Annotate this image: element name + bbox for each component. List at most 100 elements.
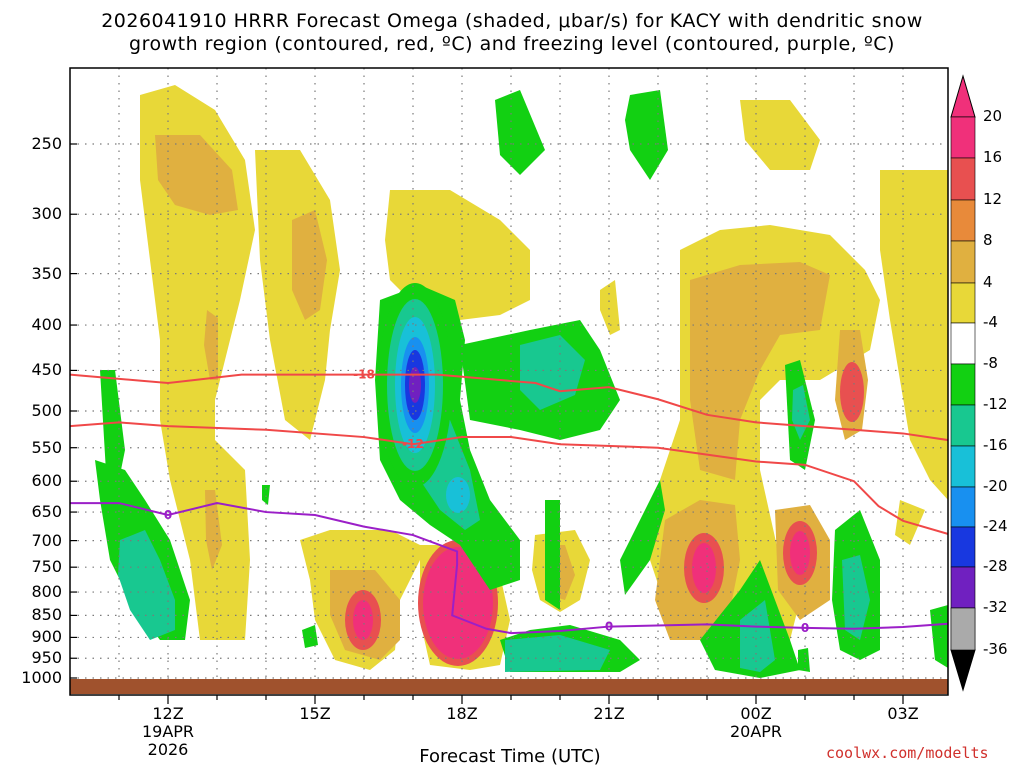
colorbar-band-8 (950, 240, 976, 284)
upward-region-e (880, 170, 948, 500)
axis-ticks (70, 143, 904, 704)
colorbar-top-arrow (950, 74, 976, 118)
downward-core-i1 (740, 600, 775, 672)
y-tick-label-750: 750 (31, 557, 62, 577)
downward-region-e (100, 370, 125, 540)
ground-surface (70, 679, 948, 694)
downward-core-f1 (505, 635, 610, 672)
upward-max-16z-band-1 (353, 600, 373, 640)
colorbar-bottom-arrow (950, 649, 976, 692)
dendritic_snow_growth-contour--12 (70, 421, 948, 535)
colorbar-band--16 (950, 445, 976, 488)
upward-core-a3 (205, 490, 222, 570)
colorbar-band--4 (950, 322, 976, 365)
y-tick-label-300: 300 (31, 204, 62, 224)
colorbar-band--24 (950, 526, 976, 568)
downward-region-o (798, 648, 810, 672)
x-tick-sub1: 19APR (141, 722, 195, 741)
downward-region-h (620, 480, 665, 595)
y-tick-label-950: 950 (31, 648, 62, 668)
y-tick-label-450: 450 (31, 360, 62, 380)
colorbar-band-16 (950, 157, 976, 201)
y-tick-label-500: 500 (31, 401, 62, 420)
omega-colorbar (950, 74, 976, 692)
y-tick-label-700: 700 (31, 530, 62, 550)
colorbar-band--28 (950, 566, 976, 609)
y-tick-label-650: 650 (31, 502, 62, 522)
x-tick-label: 21Z (593, 704, 625, 723)
downward-region-a (495, 90, 545, 175)
colorbar-label: 4 (983, 273, 993, 291)
colorbar-label: -4 (983, 313, 998, 331)
downward-core-e1 (118, 530, 175, 640)
colorbar-label: -24 (983, 517, 1008, 535)
chart-title-line-1: 2026041910 HRRR Forecast Omega (shaded, … (101, 10, 923, 32)
upward-region-f (740, 100, 820, 170)
y-tick-label-400: 400 (31, 315, 62, 335)
upward-core-b1 (292, 210, 327, 320)
y-tick-label-850: 850 (31, 605, 62, 625)
downward-region-m (302, 625, 318, 648)
colorbar-label: 16 (983, 148, 1003, 166)
contour-label: 0 (801, 621, 809, 635)
credit-text: coolwx.com/modelts (826, 744, 989, 762)
x-tick-label: 03Z (887, 704, 919, 723)
colorbar-band-12 (950, 199, 976, 242)
downward-core-j1 (842, 555, 870, 640)
freezing_level-contour-0 (70, 502, 948, 635)
upward-max-2330z-band-1 (692, 543, 716, 593)
dendritic_snow_growth-contour--18 (70, 373, 948, 442)
y-tick-label-900: 900 (31, 627, 62, 647)
upward-core-a2 (204, 310, 218, 380)
x-tick-label: 00Z (740, 704, 772, 723)
colorbar-band--12 (950, 404, 976, 447)
upward-max-01z-band-1 (790, 531, 810, 575)
y-tick-label-350: 350 (31, 263, 62, 283)
colorbar-label: 8 (983, 231, 993, 249)
upward-core-d1 (690, 262, 830, 480)
downward-max-18z-band-0 (446, 477, 470, 513)
x-tick-sub1: 20APR (729, 722, 783, 741)
x-axis-title: Forecast Time (UTC) (419, 746, 601, 767)
upward-region-j (600, 280, 620, 335)
contour-label: -18 (353, 368, 375, 382)
colorbar-label: 12 (983, 190, 1003, 208)
colorbar-label: -32 (983, 598, 1008, 616)
chart-title-line-2: growth region (contoured, red, ºC) and f… (129, 33, 895, 55)
y-tick-label-550: 550 (31, 437, 62, 457)
upward-core-a1 (155, 135, 238, 215)
x-tick-label: 18Z (446, 704, 478, 723)
colorbar-band--32 (950, 607, 976, 651)
upward-region-a (140, 85, 255, 640)
y-tick-label-600: 600 (31, 471, 62, 491)
downward-region-g (545, 500, 560, 610)
colorbar-label: -20 (983, 477, 1008, 495)
downward-region-n (262, 485, 270, 505)
x-tick-label: 12Z (152, 704, 184, 723)
colorbar-label: -12 (983, 395, 1008, 413)
colorbar-band--8 (950, 363, 976, 406)
upward-max-02z-band-0 (840, 362, 864, 422)
plot-frame (69, 67, 949, 696)
y-tick-label-800: 800 (31, 582, 62, 602)
upward-max-18z-band-1 (423, 547, 493, 659)
colorbar-label: -8 (983, 354, 998, 372)
downward-region-l (930, 605, 948, 668)
colorbar-label: -28 (983, 557, 1008, 575)
colorbar-label: 20 (983, 107, 1003, 125)
contour-label: 0 (164, 508, 172, 522)
temperature-contours: -18 -12 0 0 0 (70, 368, 948, 635)
colorbar-label: -16 (983, 436, 1008, 454)
colorbar-band-20 (950, 116, 976, 159)
colorbar-band--20 (950, 486, 976, 528)
colorbar-band-4 (950, 282, 976, 324)
y-tick-label-1000: 1000 (21, 668, 62, 687)
colorbar-label: -36 (983, 640, 1008, 658)
downward-max-17z-band-5 (409, 367, 421, 403)
y-tick-label-250: 250 (31, 134, 62, 153)
x-tick-label: 15Z (299, 704, 331, 723)
x-tick-sub2: 2026 (147, 740, 189, 759)
contour-label: -12 (402, 437, 424, 451)
downward-region-b (625, 90, 668, 180)
